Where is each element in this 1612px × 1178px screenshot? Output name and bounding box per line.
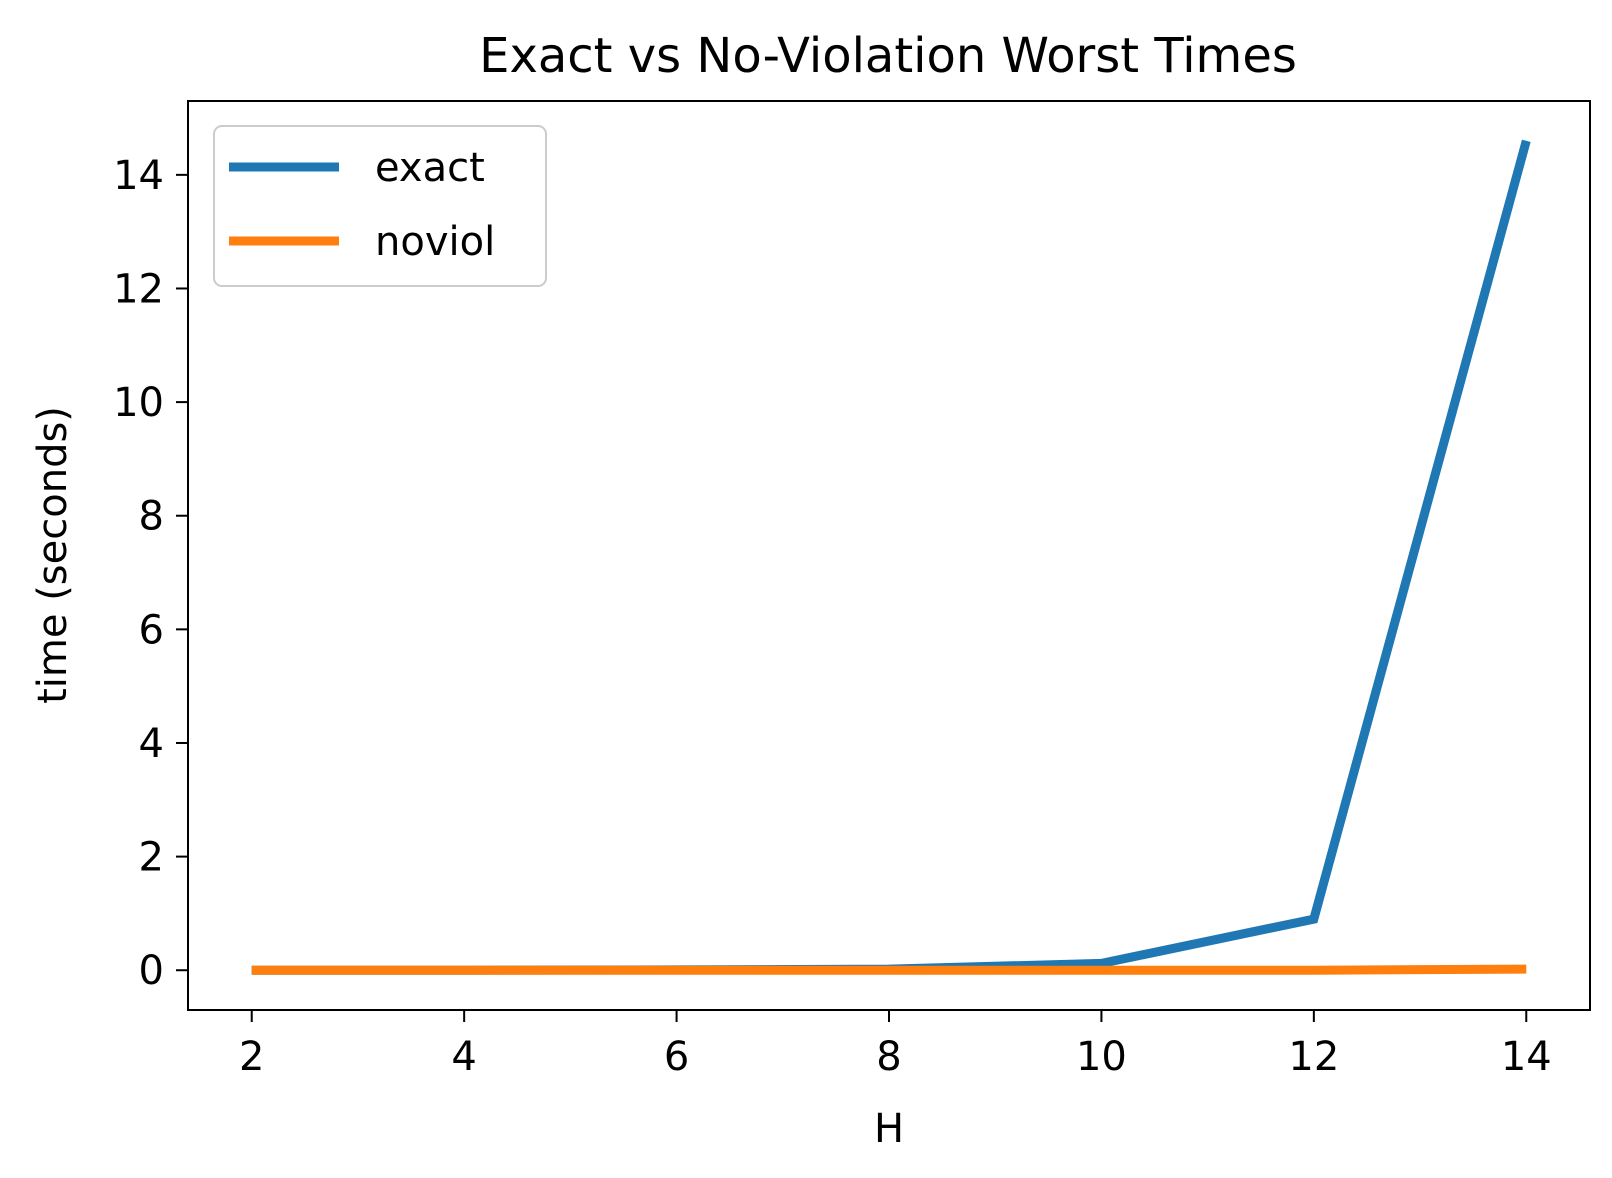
y-tick-label: 14 — [113, 153, 164, 199]
x-tick-label: 10 — [1076, 1034, 1127, 1080]
legend-label-exact: exact — [375, 145, 485, 191]
y-tick-label: 12 — [113, 266, 164, 312]
legend: exact noviol — [213, 125, 547, 287]
y-axis-title: time (seconds) — [30, 406, 76, 704]
x-tick-label: 12 — [1288, 1034, 1339, 1080]
y-tick-label: 2 — [139, 835, 164, 881]
y-tick-label: 6 — [139, 607, 164, 653]
x-tick-label: 14 — [1501, 1034, 1552, 1080]
x-tick-label: 8 — [876, 1034, 901, 1080]
y-tick-label: 10 — [113, 380, 164, 426]
series-line-noviol — [251, 964, 1527, 975]
y-tick-label: 4 — [139, 721, 164, 767]
y-tick-label: 8 — [139, 494, 164, 540]
y-axis: 0 2 4 6 8 10 12 14 — [113, 153, 188, 994]
legend-label-noviol: noviol — [375, 219, 495, 265]
series-layer — [251, 139, 1531, 975]
x-tick-label: 2 — [239, 1034, 264, 1080]
x-axis: 2 4 6 8 10 12 14 — [239, 1010, 1552, 1080]
x-axis-title: H — [874, 1106, 904, 1152]
y-tick-label: 0 — [139, 948, 164, 994]
x-tick-label: 4 — [451, 1034, 476, 1080]
chart-title: Exact vs No-Violation Worst Times — [479, 28, 1297, 84]
x-tick-label: 6 — [664, 1034, 689, 1080]
